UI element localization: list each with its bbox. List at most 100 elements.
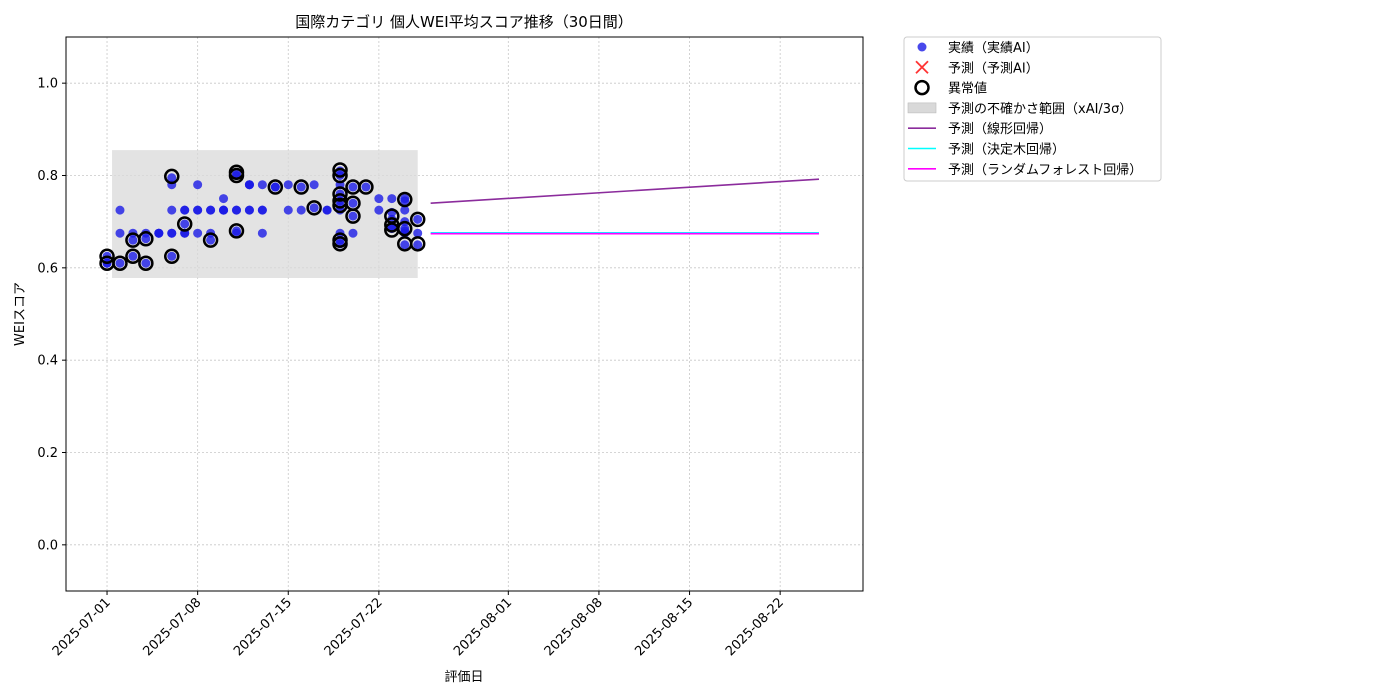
actual-point xyxy=(141,258,151,268)
anomaly-marker xyxy=(164,248,180,265)
legend-marker-band xyxy=(907,102,937,114)
actual-point xyxy=(413,214,423,224)
actual-point xyxy=(400,196,410,206)
legend-label-linear: 予測（線形回帰） xyxy=(948,121,1052,137)
x-axis-label: 評価日 xyxy=(444,670,483,685)
y-axis-label: WEIスコア xyxy=(13,282,28,346)
x-tick-label: 2025-07-01 xyxy=(50,595,114,659)
plot-frame xyxy=(65,36,864,592)
actual-point xyxy=(231,168,241,178)
anomaly-marker xyxy=(293,179,309,195)
y-tick-label: 0.0 xyxy=(37,538,58,553)
actual-point xyxy=(322,205,332,215)
actual-point xyxy=(296,182,306,192)
anomaly-marker xyxy=(332,167,348,184)
actual-point xyxy=(348,211,358,221)
anomaly-marker xyxy=(358,179,374,195)
actual-point xyxy=(128,251,138,261)
legend-marker-actual xyxy=(917,42,927,52)
anomaly-marker xyxy=(332,186,348,202)
anomaly-marker xyxy=(332,236,348,252)
x-tick-label: 2025-08-22 xyxy=(723,595,787,659)
actual-point xyxy=(219,194,229,204)
actual-point xyxy=(309,180,319,190)
actual-point xyxy=(348,182,358,192)
actual-point xyxy=(400,205,410,215)
actual-point xyxy=(180,219,190,229)
legend-label-actual: 実績（実績AI） xyxy=(948,40,1039,56)
actual-point xyxy=(296,205,306,215)
legend-box xyxy=(903,36,1162,182)
actual-point xyxy=(374,205,384,215)
x-tick-label: 2025-07-22 xyxy=(322,595,386,659)
x-tick-label: 2025-08-15 xyxy=(632,595,696,659)
anomaly-marker xyxy=(345,208,361,224)
actual-point xyxy=(283,205,293,215)
anomaly-marker xyxy=(176,216,193,232)
anomaly-marker xyxy=(138,230,154,247)
anomaly-marker xyxy=(397,191,413,208)
anomaly-marker xyxy=(267,179,284,195)
actual-point xyxy=(167,205,177,215)
actual-point xyxy=(115,258,125,268)
actual-point xyxy=(348,198,358,208)
x-tick-label: 2025-07-15 xyxy=(231,595,295,659)
actual-point xyxy=(193,180,203,190)
actual-point xyxy=(374,194,384,204)
actual-point xyxy=(193,228,203,238)
actual-point xyxy=(400,240,410,250)
anomaly-marker xyxy=(202,232,219,248)
actual-point xyxy=(257,180,267,190)
actual-point xyxy=(309,203,319,213)
actual-point xyxy=(141,234,151,244)
actual-point xyxy=(413,240,423,250)
legend-label-forest: 予測（ランダムフォレスト回帰） xyxy=(948,162,1142,178)
y-tick-label: 1.0 xyxy=(37,77,58,92)
legend-label-tree: 予測（決定木回帰） xyxy=(948,142,1065,158)
actual-point xyxy=(231,205,241,215)
actual-point xyxy=(167,228,177,238)
anomaly-marker xyxy=(306,200,322,216)
actual-point xyxy=(244,180,254,190)
actual-point xyxy=(361,182,371,192)
actual-point xyxy=(167,173,177,183)
actual-point xyxy=(244,205,254,215)
legend-marker-predicted xyxy=(915,60,929,74)
x-tick-label: 2025-07-08 xyxy=(140,595,204,659)
anomaly-marker xyxy=(99,248,115,265)
y-tick-label: 0.4 xyxy=(37,354,58,369)
prediction-line-linear xyxy=(430,178,820,204)
anomaly-marker xyxy=(138,255,154,271)
actual-point xyxy=(115,228,125,238)
actual-point xyxy=(348,228,358,238)
anomaly-marker xyxy=(409,211,426,228)
chart-title: 国際カテゴリ 個人WEI平均スコア推移（30日間） xyxy=(295,13,633,31)
actual-point xyxy=(231,226,241,236)
x-tick-label: 2025-08-08 xyxy=(542,595,606,659)
anomaly-marker xyxy=(125,248,141,265)
anomaly-marker xyxy=(332,162,348,178)
anomaly-marker xyxy=(112,255,128,271)
legend-label-band: 予測の不確かさ範囲（xAI/3σ） xyxy=(948,101,1132,117)
anomaly-marker xyxy=(164,168,180,185)
actual-point xyxy=(206,205,216,215)
anomaly-marker xyxy=(409,236,426,252)
actual-point xyxy=(128,235,138,245)
anomaly-marker xyxy=(397,220,413,237)
actual-point xyxy=(115,205,125,215)
anomaly-marker xyxy=(228,164,245,181)
actual-point xyxy=(257,228,267,238)
actual-point xyxy=(180,205,190,215)
actual-point xyxy=(283,180,293,190)
legend-label-predicted: 予測（予測AI） xyxy=(948,61,1039,76)
legend-label-anomaly: 異常値 xyxy=(948,81,987,97)
actual-point xyxy=(257,205,267,215)
y-tick-label: 0.6 xyxy=(37,261,58,276)
actual-point xyxy=(270,182,280,192)
plot-area: 0.0 0.2 0.4 0.6 0.8 1.0 2025-07-01 2025-07-08 20… xyxy=(37,36,864,659)
y-tick-label: 0.2 xyxy=(37,446,58,461)
actual-point xyxy=(167,251,177,261)
actual-point xyxy=(154,228,164,238)
anomaly-marker xyxy=(228,223,245,239)
